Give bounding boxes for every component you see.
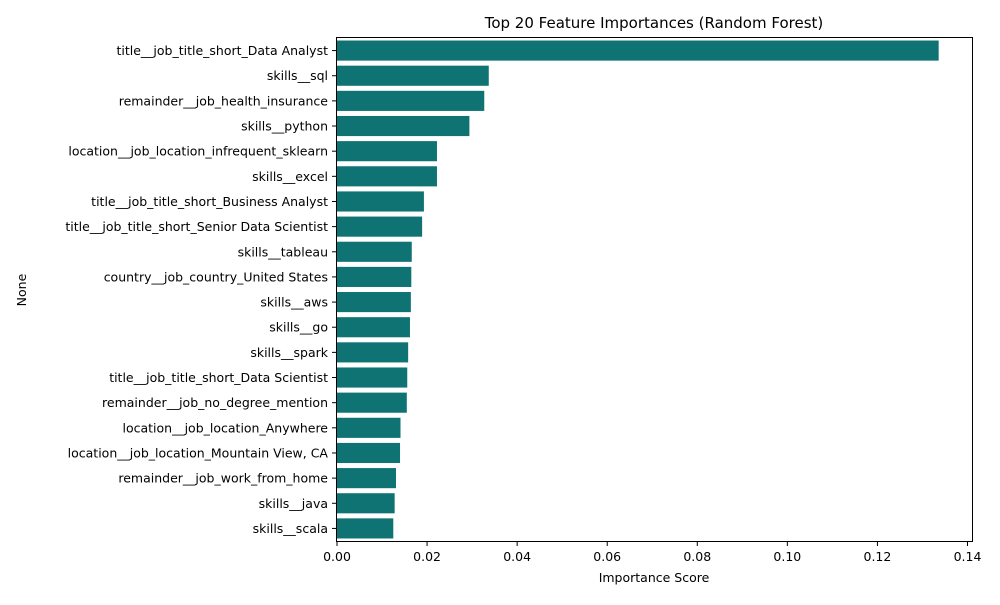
y-tick-label: country__job_country_United States — [104, 269, 328, 284]
y-tick-label: skills__python — [241, 119, 328, 134]
plot-frame — [336, 37, 973, 542]
x-tick-label: 0.10 — [773, 549, 801, 564]
y-tick-label: remainder__job_work_from_home — [118, 471, 328, 486]
y-tick-label: location__job_location_Mountain View, CA — [68, 445, 329, 460]
y-tick-label: title__job_title_short_Senior Data Scien… — [65, 219, 328, 234]
y-tick-label: skills__aws — [260, 295, 328, 310]
y-tick-label: skills__go — [269, 320, 328, 335]
y-tick-label: skills__scala — [253, 521, 328, 536]
x-tick-label: 0.04 — [503, 549, 531, 564]
y-tick-label: location__job_location_infrequent_sklear… — [68, 144, 328, 159]
bar — [337, 216, 423, 237]
bar — [337, 191, 424, 212]
y-tick-label: title__job_title_short_Data Analyst — [116, 43, 328, 58]
y-tick-label: skills__excel — [252, 169, 328, 184]
y-tick-label: title__job_title_short_Data Scientist — [109, 370, 328, 385]
bar — [337, 141, 437, 162]
x-axis-title: Importance Score — [599, 570, 710, 585]
bar — [337, 241, 412, 262]
bar — [337, 90, 485, 111]
y-tick-label: skills__tableau — [238, 244, 328, 259]
x-tick-label: 0.12 — [864, 549, 892, 564]
bar — [337, 367, 408, 388]
chart-title: Top 20 Feature Importances (Random Fores… — [484, 14, 824, 32]
bar — [337, 292, 411, 313]
bar — [337, 65, 489, 86]
x-ticks-layer: 0.00 0.02 0.04 0.06 0.08 0.10 0.12 0.14 — [323, 541, 981, 564]
bar — [337, 493, 395, 514]
y-ticks-layer: title__job_title_short_Data Analyst skill… — [65, 43, 337, 536]
y-tick-label: remainder__job_health_insurance — [119, 93, 329, 108]
bar — [337, 518, 394, 539]
bar — [337, 317, 410, 338]
x-tick-label: 0.00 — [323, 549, 351, 564]
x-tick-label: 0.08 — [683, 549, 711, 564]
x-tick-label: 0.02 — [413, 549, 441, 564]
y-tick-label: skills__java — [259, 496, 328, 511]
bar — [337, 166, 437, 187]
y-tick-label: skills__spark — [250, 345, 328, 360]
y-tick-label: location__job_location_Anywhere — [122, 420, 328, 435]
bar — [337, 442, 401, 464]
y-axis-title: None — [14, 273, 29, 306]
bar — [337, 342, 409, 363]
bar — [337, 115, 470, 137]
bar — [337, 468, 396, 489]
y-tick-label: remainder__job_no_degree_mention — [102, 395, 328, 410]
x-tick-label: 0.06 — [593, 549, 621, 564]
bar — [337, 40, 939, 61]
y-tick-label: title__job_title_short_Business Analyst — [91, 194, 328, 209]
x-tick-label: 0.14 — [954, 549, 982, 564]
y-tick-label: skills__sql — [267, 68, 328, 83]
bar — [337, 417, 401, 438]
bars-layer — [337, 40, 939, 539]
bar — [337, 392, 407, 413]
bar — [337, 266, 412, 287]
